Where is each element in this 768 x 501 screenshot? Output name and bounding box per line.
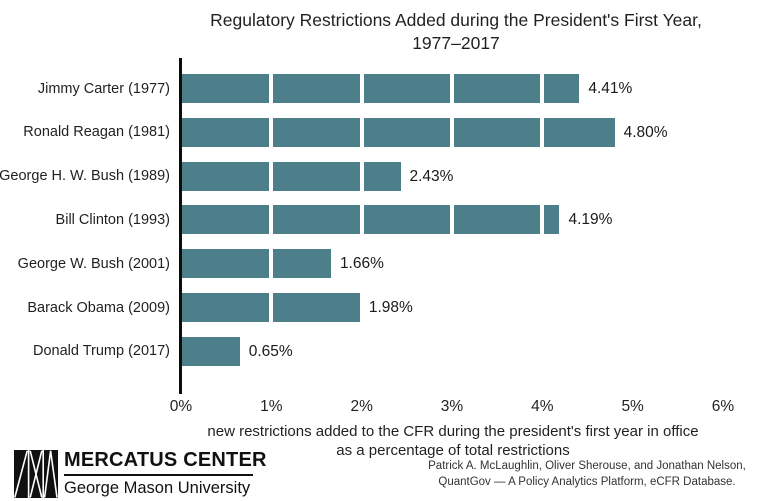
x-axis-tick-label: 6% [711, 398, 735, 415]
value-label: 0.65% [248, 342, 293, 360]
bar-segment-divider [269, 74, 274, 103]
x-axis-tick-label: 4% [531, 398, 554, 415]
value-label: 4.80% [623, 123, 668, 141]
bar-segment-divider [449, 74, 454, 103]
bar-segment-divider [359, 74, 364, 103]
george-mason-wordmark: George Mason University [64, 479, 251, 497]
bar-segment-divider [540, 117, 545, 147]
x-axis-tick-label: 0% [169, 398, 193, 415]
value-label: 2.43% [409, 167, 454, 185]
x-axis-label: new restrictions added to the CFR during… [151, 423, 755, 461]
bar-segment-divider [449, 205, 454, 235]
x-axis-tick-label: 5% [621, 398, 644, 415]
category-label: Donald Trump (2017) [32, 343, 170, 360]
bar-segment-divider [269, 161, 274, 191]
bar-segment-divider [269, 249, 274, 279]
x-axis-label-line1: new restrictions added to the CFR during… [207, 423, 699, 440]
value-label: 1.98% [368, 299, 413, 317]
mercatus-m-logo [14, 450, 58, 501]
category-label: Ronald Reagan (1981) [23, 124, 170, 141]
bar-segment-divider [359, 205, 364, 235]
credits-line1: Patrick A. McLaughlin, Oliver Sherouse, … [428, 460, 746, 472]
value-label: 4.41% [588, 80, 633, 97]
bar-segment-divider [269, 117, 274, 147]
bar-segment-divider [269, 205, 274, 235]
category-label: George H. W. Bush (1989) [0, 168, 170, 185]
chart-title-line2: 1977–2017 [412, 33, 500, 54]
bar-segment-divider [540, 205, 545, 235]
bar-segment-divider [269, 293, 274, 323]
source-credits: Patrick A. McLaughlin, Oliver Sherouse, … [422, 459, 752, 490]
bar [182, 117, 615, 147]
bar [182, 205, 560, 235]
category-label: Jimmy Carter (1977) [37, 80, 170, 97]
mercatus-lockup: MERCATUS CENTER George Mason University [64, 449, 267, 498]
x-axis-tick-label: 2% [350, 398, 373, 415]
credits-line2: QuantGov — A Policy Analytics Platform, … [438, 475, 736, 488]
bar-segment-divider [540, 74, 545, 103]
bar [182, 249, 331, 279]
bar-segment-divider [449, 117, 454, 147]
mercatus-center-wordmark: MERCATUS CENTER [64, 449, 267, 471]
y-axis-spine [179, 58, 182, 394]
category-label: George W. Bush (2001) [17, 255, 170, 272]
x-axis-tick-label: 3% [440, 398, 464, 415]
category-label: Barack Obama (2009) [27, 299, 170, 316]
category-label: Bill Clinton (1993) [55, 211, 170, 228]
bar [182, 74, 580, 103]
bar [182, 293, 360, 323]
value-label: 1.66% [339, 255, 384, 273]
value-label: 4.19% [568, 211, 613, 229]
bar-segment-divider [359, 161, 364, 191]
chart-title-line1: Regulatory Restrictions Added during the… [210, 10, 702, 30]
bar [182, 161, 401, 191]
bar-segment-divider [359, 117, 364, 147]
chart-title: Regulatory Restrictions Added during the… [150, 9, 762, 55]
bar [182, 336, 240, 366]
x-axis-label-line2: as a percentage of total restrictions [336, 441, 570, 459]
x-axis-tick-label: 1% [260, 398, 283, 415]
lockup-divider [64, 474, 253, 476]
